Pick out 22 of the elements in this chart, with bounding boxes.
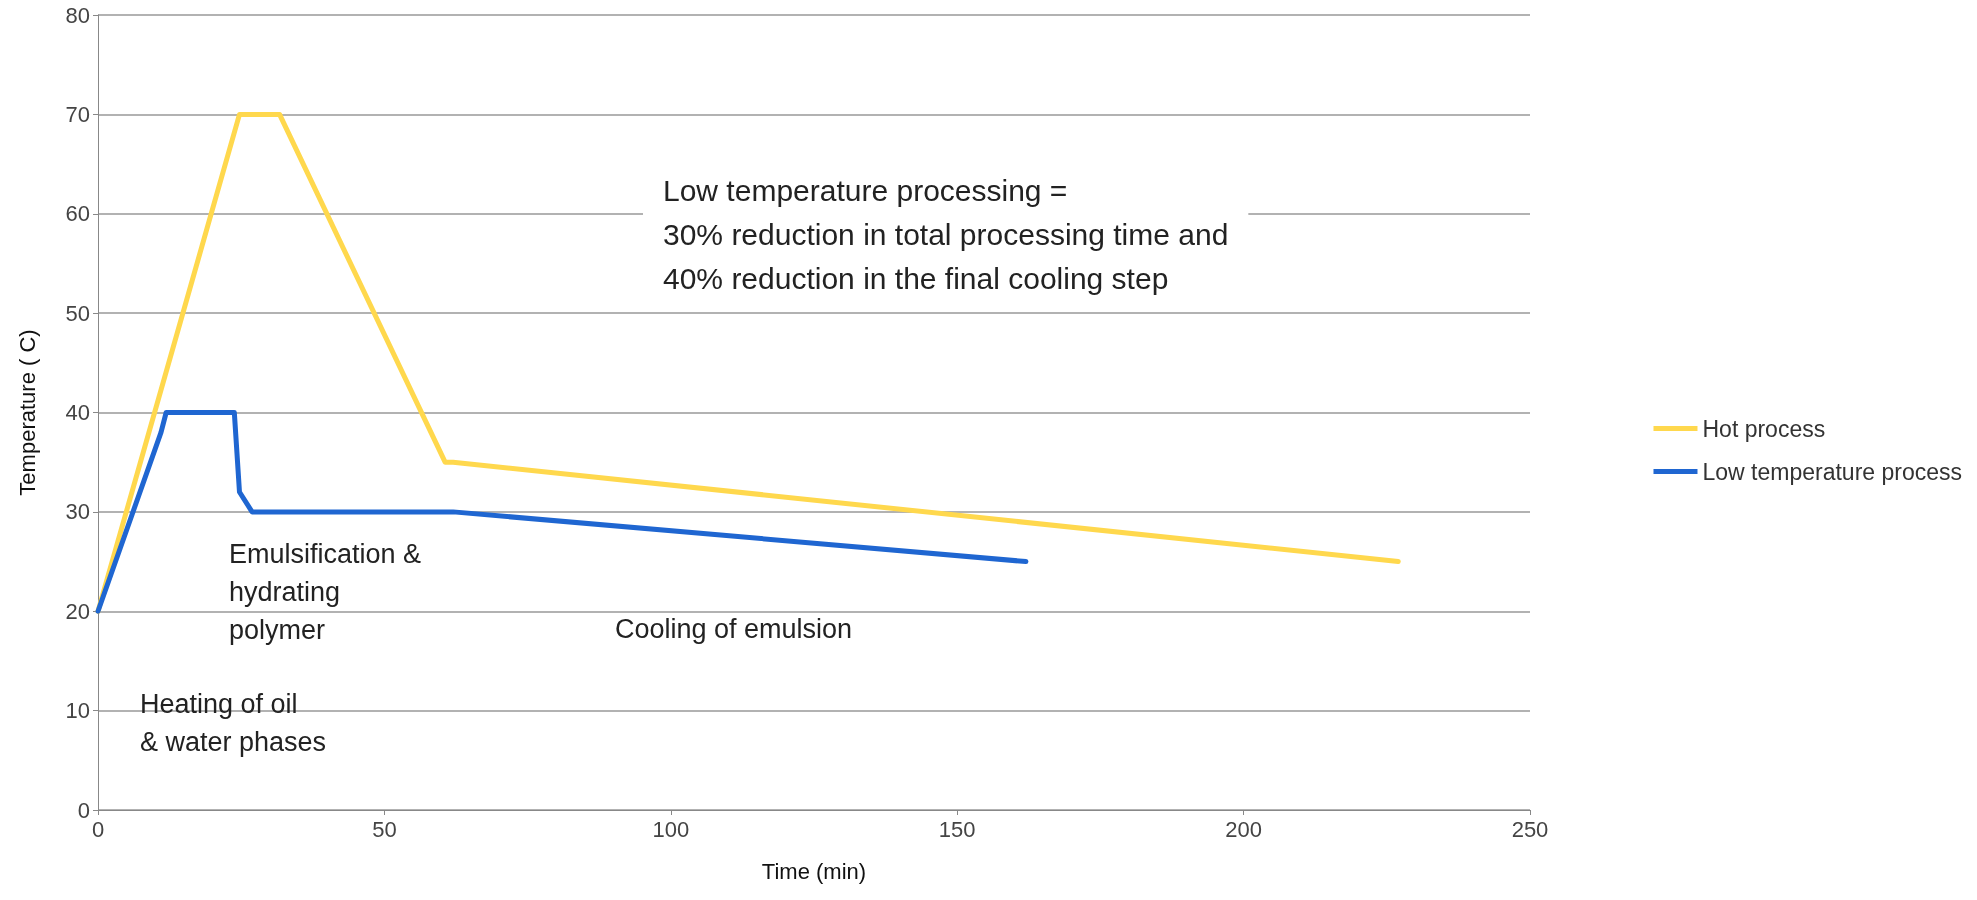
- x-axis-title: Time (min): [761, 858, 867, 884]
- x-tick-label: 250: [1511, 816, 1549, 842]
- y-tick-label: 70: [65, 101, 90, 127]
- legend-label: Hot process: [1702, 415, 1826, 442]
- y-tick-label: 80: [65, 2, 90, 28]
- legend-label: Low temperature process: [1702, 458, 1962, 485]
- y-tick-label: 40: [65, 400, 90, 425]
- annotation: Heating of oil & water phases: [140, 689, 327, 757]
- y-tick-label: 20: [65, 598, 90, 624]
- y-axis-title: Temperature ( C): [14, 329, 40, 496]
- x-tick-label: 100: [652, 816, 690, 842]
- x-tick-label: 200: [1225, 816, 1262, 842]
- y-tick-label: 10: [65, 698, 90, 724]
- y-tick-label: 0: [77, 797, 90, 823]
- annotation: Cooling of emulsion: [615, 614, 853, 644]
- x-tick-label: 50: [372, 816, 397, 842]
- annotation: Emulsification & hydrating polymer: [229, 539, 422, 645]
- x-tick-label: 150: [938, 816, 976, 842]
- annotation: Low temperature processing = 30% reduction in total processing time and 40% reduction in the final cooling step: [663, 173, 1229, 295]
- y-tick-label: 50: [65, 300, 90, 326]
- y-tick-label: 60: [65, 201, 90, 227]
- y-tick-label: 30: [65, 499, 90, 525]
